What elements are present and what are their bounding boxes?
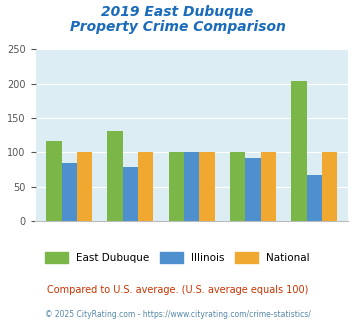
Bar <box>61 163 77 221</box>
Bar <box>200 152 215 221</box>
Bar <box>307 175 322 221</box>
Bar <box>245 158 261 221</box>
Legend: East Dubuque, Illinois, National: East Dubuque, Illinois, National <box>45 252 310 263</box>
Text: © 2025 CityRating.com - https://www.cityrating.com/crime-statistics/: © 2025 CityRating.com - https://www.city… <box>45 310 310 318</box>
Bar <box>46 142 61 221</box>
Bar <box>123 167 138 221</box>
Text: Property Crime Comparison: Property Crime Comparison <box>70 20 285 34</box>
Bar <box>77 152 92 221</box>
Bar <box>291 81 307 221</box>
Text: 2019 East Dubuque: 2019 East Dubuque <box>102 5 253 19</box>
Bar <box>108 131 123 221</box>
Bar <box>261 152 276 221</box>
Text: Compared to U.S. average. (U.S. average equals 100): Compared to U.S. average. (U.S. average … <box>47 285 308 295</box>
Bar <box>169 152 184 221</box>
Bar <box>184 152 200 221</box>
Bar <box>230 152 245 221</box>
Bar <box>322 152 337 221</box>
Bar <box>138 152 153 221</box>
